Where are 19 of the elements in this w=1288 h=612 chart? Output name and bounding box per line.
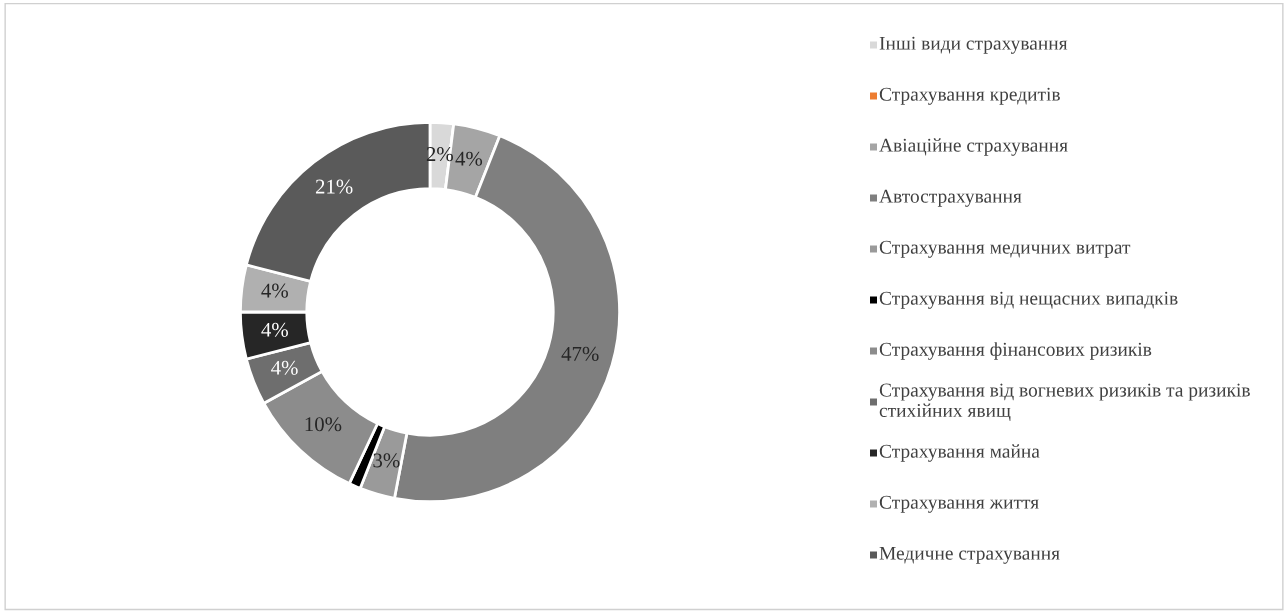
data-label: 47% [561,346,599,361]
data-label: 10% [305,417,342,432]
legend-label: Страхування від нещасних випадків [879,291,1178,309]
legend-label: Страхування життя [879,495,1039,513]
legend-label: Страхування від вогневих ризиків та ризиків стихійних явищ [879,383,1250,421]
data-label: 4% [261,322,288,337]
legend-label: Авіаційне страхування [879,138,1068,156]
data-label: 4% [455,151,483,166]
data-label: 4% [271,360,298,375]
data-label: 21% [315,179,353,194]
data-label: 3% [373,453,400,468]
legend-label: Страхування кредитів [879,87,1060,105]
legend-label: Медичне страхування [879,546,1060,564]
data-label: 4% [261,283,288,298]
legend-label: Страхування майна [879,444,1040,462]
legend-label: Страхування фінансових ризиків [879,342,1152,360]
legend-label: Інші види страхування [879,36,1068,54]
legend-label: Страхування медичних витрат [879,240,1131,258]
legend-label: Автострахування [879,189,1022,207]
